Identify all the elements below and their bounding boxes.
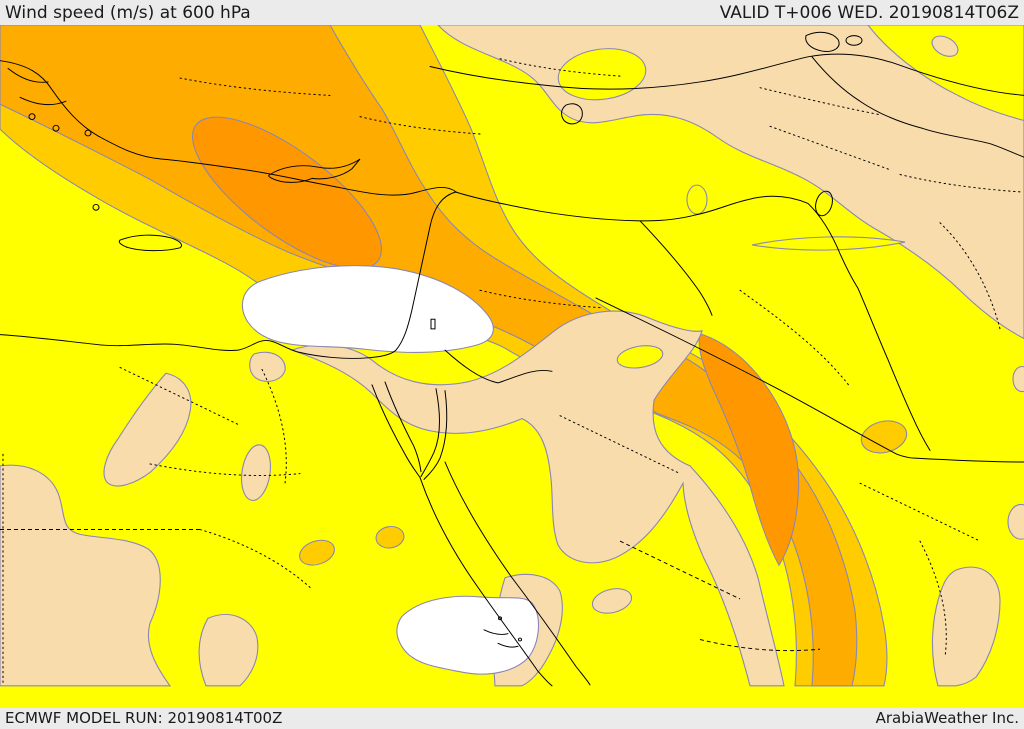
contour-fill-yellow-hole-anatolia xyxy=(557,48,647,101)
contour-fill-deep-orange-mediterranean xyxy=(192,116,382,270)
contour-fill-tan-arabia-oval xyxy=(591,588,633,614)
admin-saudi-3 xyxy=(859,482,981,542)
admin-turkey-1 xyxy=(179,77,331,96)
contour-fill-tan-right-edge-2 xyxy=(1012,365,1024,393)
header-bar: Wind speed (m/s) at 600 hPa VALID T+006 … xyxy=(0,0,1024,25)
lake-urmia xyxy=(815,190,833,217)
contour-fill-tan-northeast xyxy=(437,25,1024,340)
border-iraq-saudi xyxy=(595,297,1024,463)
arabia-wadi-2 xyxy=(497,642,519,648)
coastline-cyprus xyxy=(268,158,361,183)
island-dot-1 xyxy=(28,113,36,121)
contour-fill-tan-southeast xyxy=(931,566,1001,687)
border-iran-iraq xyxy=(807,202,931,451)
contour-fill-deep-orange-sweep xyxy=(698,333,800,567)
contour-fill-tan-egypt-lobe xyxy=(198,614,259,687)
coastline-layer xyxy=(0,53,1024,687)
contour-fill-tan-qattara xyxy=(103,372,192,487)
contour-fill-yellow-hole-center xyxy=(616,345,664,369)
redsea-island-2 xyxy=(518,637,522,642)
coastline-black-sea xyxy=(429,53,1024,96)
admin-iran-1 xyxy=(759,87,881,116)
arabia-wadi-1 xyxy=(483,629,509,635)
coastline-gulf-aqaba-east xyxy=(423,390,448,480)
contour-fill-gold-blob-redsea xyxy=(375,526,405,549)
island-dot-2 xyxy=(52,124,60,132)
border-syria-iraq xyxy=(639,220,713,316)
coastline-redsea-east xyxy=(444,461,591,686)
border-jordan-saudi xyxy=(444,349,553,384)
valid-time-label: VALID T+006 WED. 20190814T06Z xyxy=(719,3,1019,24)
admin-egypt-2 xyxy=(261,368,287,484)
coastline-crete xyxy=(118,234,183,252)
admin-iraq-2 xyxy=(739,289,851,388)
admin-border-layer xyxy=(0,58,1021,685)
admin-egypt-1 xyxy=(119,366,241,426)
coastline-gulf-aqaba-west xyxy=(420,388,440,477)
contour-fill-tan-center xyxy=(290,310,785,687)
map-title: Wind speed (m/s) at 600 hPa xyxy=(5,3,251,24)
admin-turkey-2 xyxy=(359,116,481,135)
coastline-aegean-2 xyxy=(19,96,67,106)
lake-layer xyxy=(430,31,863,648)
border-caucasus-1 xyxy=(811,56,923,129)
contour-fill-yellow-corner-ne xyxy=(867,25,1024,122)
contour-fill-gold-blob-east xyxy=(860,420,908,454)
contour-fill-tan-delta xyxy=(249,351,286,382)
coastline-egypt-levant-turkey xyxy=(0,60,458,359)
attribution-label: ArabiaWeather Inc. xyxy=(875,708,1019,727)
admin-iraq-1 xyxy=(479,289,601,309)
contour-fill-yellow-hole-small xyxy=(686,184,708,215)
weather-map xyxy=(0,25,1024,708)
contour-fill-tan-nile xyxy=(241,444,271,501)
coastline-gulf-suez-east xyxy=(384,381,422,473)
border-caucasus-2 xyxy=(921,127,1024,158)
contour-fill-tan-right-edge xyxy=(1007,503,1024,540)
admin-saudi-5 xyxy=(919,540,947,658)
lake-sevan xyxy=(845,35,863,46)
contour-fill-tan-islet xyxy=(931,35,959,57)
contour-fill-tan-egypt-west xyxy=(0,464,172,687)
redsea-island-1 xyxy=(498,616,502,621)
border-turkey-syria xyxy=(454,191,696,222)
island-dot-4 xyxy=(92,203,100,211)
contour-fill-gold-blob-rednile xyxy=(299,539,335,566)
border-turkey-iran xyxy=(694,195,809,216)
contour-fill-yellow-wedge xyxy=(751,236,906,251)
footer-bar: ECMWF MODEL RUN: 20190814T00Z ArabiaWeat… xyxy=(0,708,1024,729)
coastline-redsea-west xyxy=(419,476,553,687)
lake-tuz xyxy=(561,103,583,125)
admin-saudi-2 xyxy=(619,540,741,600)
admin-egypt-3 xyxy=(149,463,301,476)
island-dot-3 xyxy=(84,129,92,137)
wind-speed-contour-map xyxy=(0,25,1024,691)
contour-fill-white-mediterranean xyxy=(242,265,494,353)
admin-iran-2 xyxy=(899,174,1021,193)
admin-saudi-1 xyxy=(559,415,681,475)
coastline-aegean-1 xyxy=(7,67,49,83)
dead-sea xyxy=(430,318,436,330)
admin-saudi-4 xyxy=(699,639,821,652)
admin-turkey-3 xyxy=(499,58,621,77)
coastline-gulf-suez-west xyxy=(371,384,421,478)
lake-van xyxy=(805,31,840,52)
model-run-label: ECMWF MODEL RUN: 20190814T00Z xyxy=(5,708,283,727)
contour-fill-white-arabia xyxy=(396,595,539,675)
